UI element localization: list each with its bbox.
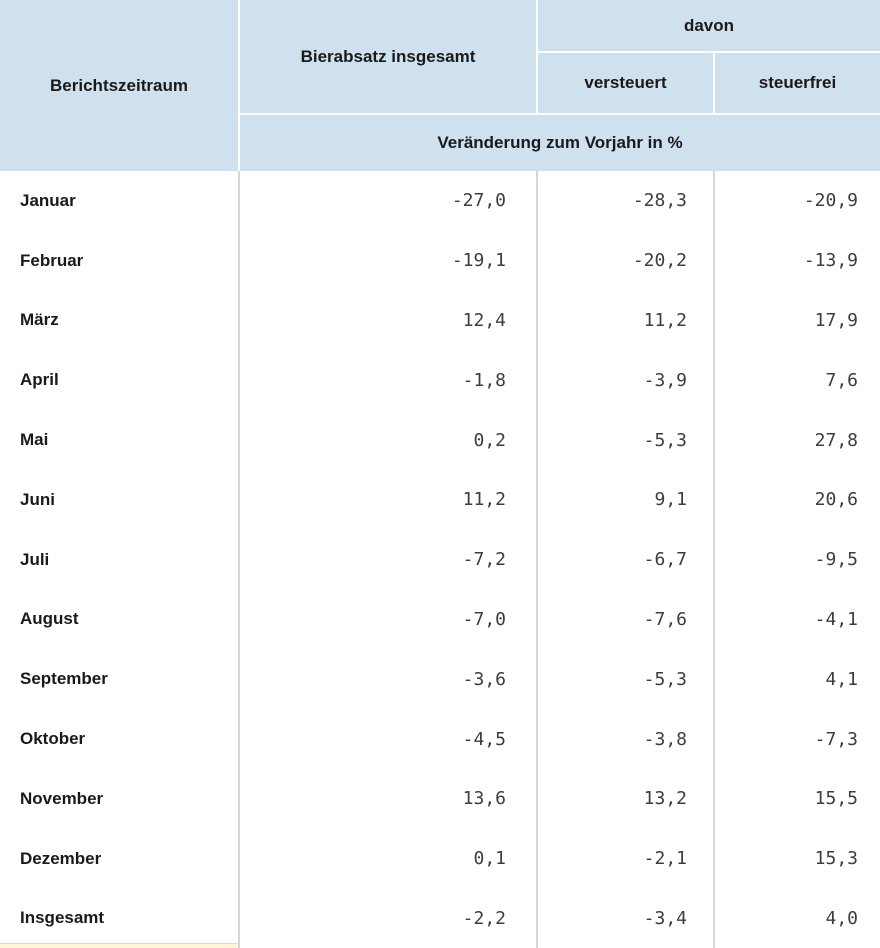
table-row: Februar -19,1 -20,2 -13,9 [0, 230, 880, 291]
value-steuerfrei: 4,1 [713, 649, 880, 710]
value-steuerfrei: -13,9 [713, 230, 880, 291]
value-total: -27,0 [238, 171, 537, 231]
value-total: -4,5 [238, 709, 537, 769]
row-label: September [0, 649, 239, 710]
value-total: -7,2 [238, 529, 537, 590]
value-steuerfrei: 15,3 [713, 828, 880, 889]
value-total: 11,2 [238, 469, 537, 530]
value-total: 0,2 [238, 410, 537, 470]
value-versteuert: -5,3 [536, 649, 714, 710]
value-versteuert: -28,3 [536, 171, 714, 231]
table-row: April -1,8 -3,9 7,6 [0, 350, 880, 411]
table-row: Juli -7,2 -6,7 -9,5 [0, 529, 880, 590]
table-row: Mai 0,2 -5,3 27,8 [0, 410, 880, 470]
table-row: August -7,0 -7,6 -4,1 [0, 589, 880, 650]
table-row: Dezember 0,1 -2,1 15,3 [0, 828, 880, 889]
value-versteuert: 11,2 [536, 290, 714, 351]
row-label: Insgesamt [0, 888, 239, 948]
value-steuerfrei: 17,9 [713, 290, 880, 351]
table-body: Januar -27,0 -28,3 -20,9 Februar -19,1 -… [0, 171, 880, 948]
table-header: Berichtszeitraum Bierabsatz insgesamt da… [0, 0, 880, 171]
value-steuerfrei: -20,9 [713, 171, 880, 231]
header-steuerfrei: steuerfrei [714, 52, 880, 115]
value-versteuert: -7,6 [536, 589, 714, 650]
row-label: Oktober [0, 709, 239, 769]
value-steuerfrei: 4,0 [713, 888, 880, 948]
value-versteuert: -3,4 [536, 888, 714, 948]
value-versteuert: -5,3 [536, 410, 714, 470]
value-versteuert: -3,9 [536, 350, 714, 411]
value-versteuert: -6,7 [536, 529, 714, 590]
value-total: -19,1 [238, 230, 537, 291]
value-versteuert: -20,2 [536, 230, 714, 291]
table-row: März 12,4 11,2 17,9 [0, 290, 880, 351]
header-berichtszeitraum: Berichtszeitraum [0, 0, 240, 171]
value-total: 0,1 [238, 828, 537, 889]
row-label: März [0, 290, 239, 351]
row-label: Mai [0, 410, 239, 470]
value-total: -2,2 [238, 888, 537, 948]
value-total: -3,6 [238, 649, 537, 710]
table-row: Januar -27,0 -28,3 -20,9 [0, 171, 880, 231]
row-label: Juli [0, 529, 239, 590]
value-total: -7,0 [238, 589, 537, 650]
cutoff-highlight-strip [0, 943, 238, 948]
table-row: November 13,6 13,2 15,5 [0, 768, 880, 829]
value-total: -1,8 [238, 350, 537, 411]
header-davon: davon [537, 0, 880, 53]
value-steuerfrei: -9,5 [713, 529, 880, 590]
value-steuerfrei: 27,8 [713, 410, 880, 470]
value-steuerfrei: 7,6 [713, 350, 880, 411]
table-row: Insgesamt -2,2 -3,4 4,0 [0, 888, 880, 948]
table-row: Juni 11,2 9,1 20,6 [0, 469, 880, 530]
value-versteuert: -2,1 [536, 828, 714, 889]
row-label: Januar [0, 171, 239, 231]
table-row: September -3,6 -5,3 4,1 [0, 649, 880, 710]
value-total: 12,4 [238, 290, 537, 351]
row-label: April [0, 350, 239, 411]
value-steuerfrei: 15,5 [713, 768, 880, 829]
header-unit-row: Veränderung zum Vorjahr in % [239, 114, 880, 171]
value-steuerfrei: -7,3 [713, 709, 880, 769]
header-versteuert: versteuert [537, 52, 715, 115]
value-total: 13,6 [238, 768, 537, 829]
row-label: Juni [0, 469, 239, 530]
table-row: Oktober -4,5 -3,8 -7,3 [0, 709, 880, 769]
value-versteuert: 13,2 [536, 768, 714, 829]
row-label: Dezember [0, 828, 239, 889]
value-steuerfrei: -4,1 [713, 589, 880, 650]
header-bierabsatz-insgesamt: Bierabsatz insgesamt [239, 0, 538, 115]
row-label: August [0, 589, 239, 650]
value-versteuert: 9,1 [536, 469, 714, 530]
value-versteuert: -3,8 [536, 709, 714, 769]
row-label: November [0, 768, 239, 829]
value-steuerfrei: 20,6 [713, 469, 880, 530]
row-label: Februar [0, 230, 239, 291]
